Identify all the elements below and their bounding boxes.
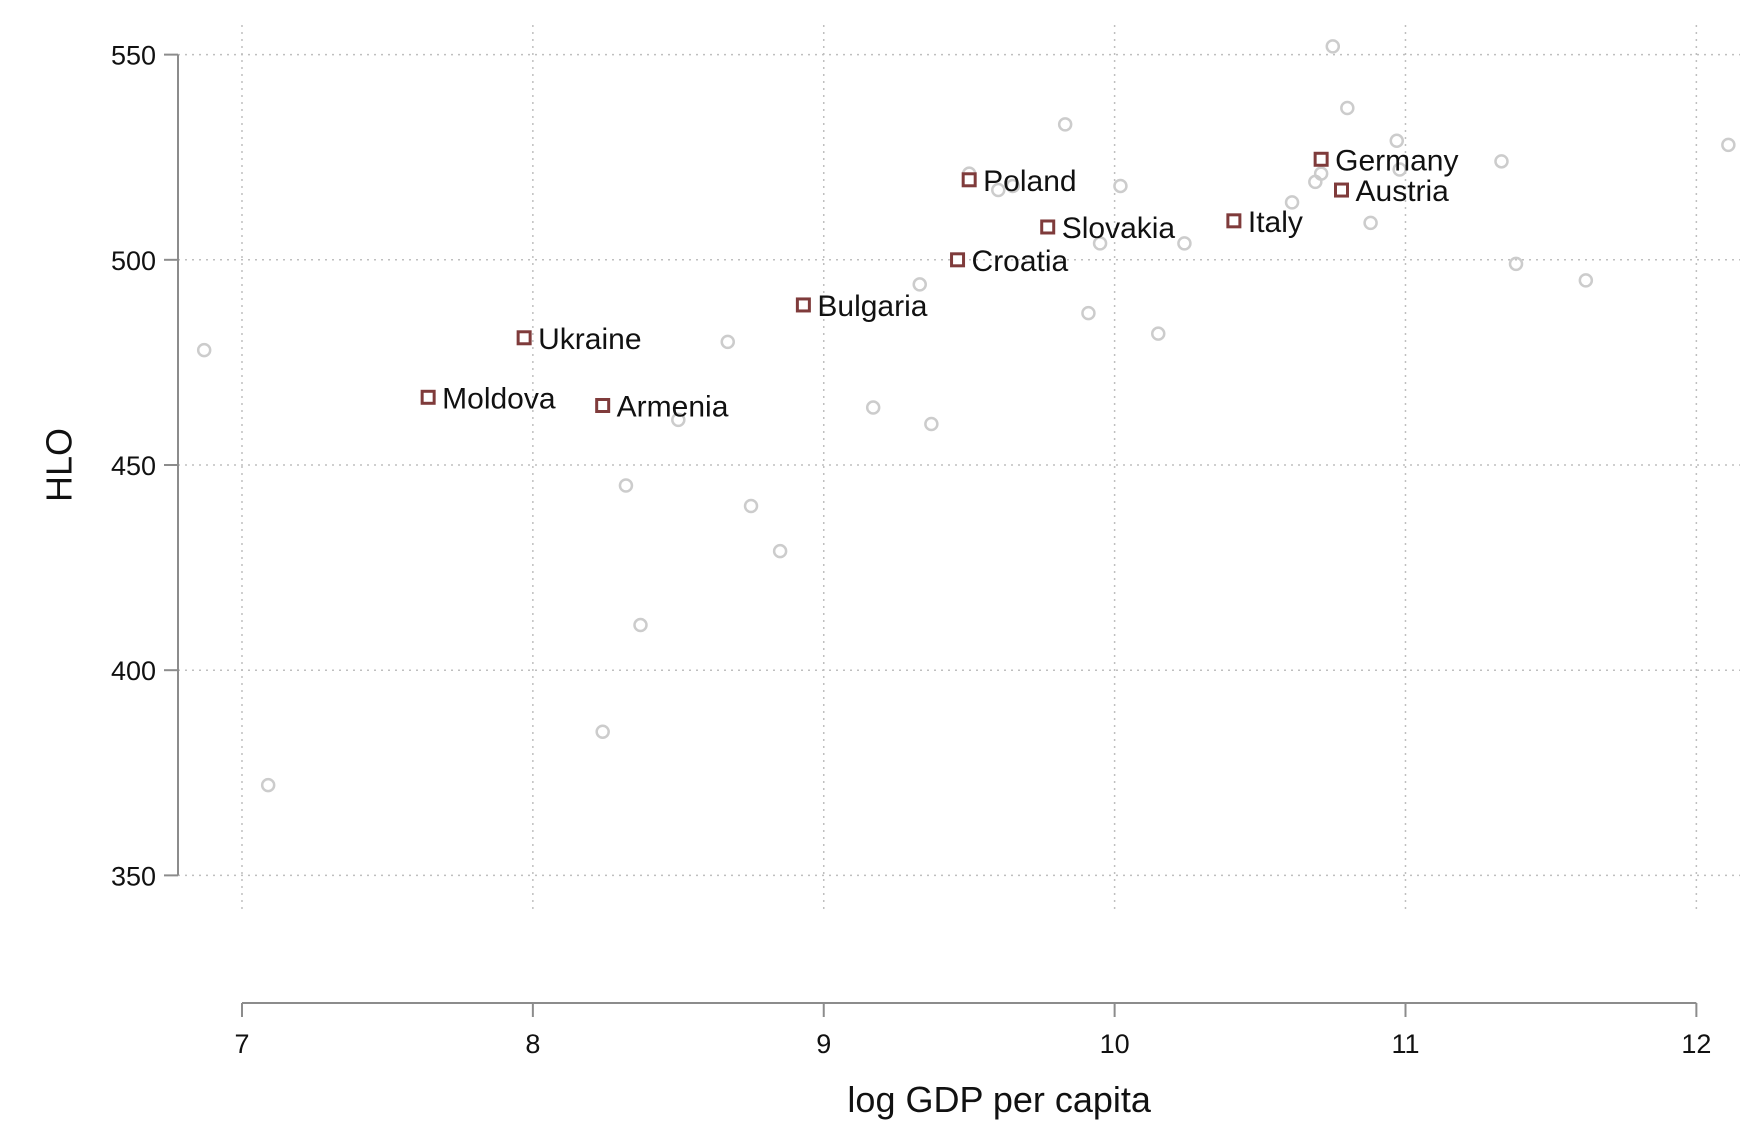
- point-label: Armenia: [617, 390, 729, 423]
- x-tick-label: 12: [1681, 1029, 1711, 1059]
- point-label: Ukraine: [538, 323, 641, 356]
- highlighted-point: [516, 330, 532, 346]
- data-point: [1005, 178, 1021, 194]
- highlighted-point: [961, 172, 977, 188]
- data-point: [1177, 236, 1192, 251]
- data-point: [1721, 137, 1736, 153]
- point-label: Germany: [1335, 144, 1458, 177]
- data-point: [865, 400, 881, 415]
- data-point: [1150, 326, 1166, 341]
- data-point: [1081, 305, 1096, 321]
- y-axis-ticks: 350 400 450 500 550: [111, 41, 178, 891]
- x-tick-label: 8: [525, 1029, 540, 1059]
- point-label: Italy: [1248, 206, 1303, 239]
- x-tick-label: 10: [1100, 1029, 1130, 1059]
- data-point: [1508, 256, 1524, 272]
- data-point: [671, 412, 686, 428]
- data-point: [618, 478, 634, 493]
- x-tick-label: 11: [1391, 1029, 1419, 1059]
- data-point: [633, 617, 648, 633]
- data-point: [196, 342, 212, 358]
- background-points: [196, 39, 1736, 793]
- data-point: [1494, 154, 1509, 169]
- highlighted-point: [1040, 219, 1056, 235]
- x-axis-title: log GDP per capita: [847, 1079, 1151, 1120]
- highlighted-point: [1313, 151, 1329, 167]
- highlighted-point: [950, 252, 966, 268]
- highlighted-point: [595, 397, 611, 413]
- highlighted-point: [795, 297, 811, 313]
- x-axis-ticks: 7 8 9 10 11 12: [234, 1003, 1711, 1059]
- y-tick-label: 550: [111, 41, 156, 71]
- point-label: Slovakia: [1062, 212, 1176, 245]
- point-label: Poland: [983, 165, 1076, 198]
- data-point: [1092, 236, 1108, 251]
- y-tick-label: 350: [111, 861, 156, 891]
- data-point: [743, 498, 759, 514]
- data-point: [1057, 117, 1073, 132]
- data-point: [1284, 195, 1300, 210]
- highlighted-point: [1226, 213, 1242, 229]
- data-point: [924, 416, 939, 432]
- data-point: [991, 182, 1006, 198]
- data-point: [772, 543, 788, 559]
- data-point: [595, 724, 610, 739]
- data-point: [1363, 215, 1378, 231]
- data-point: [1392, 162, 1407, 177]
- data-point: [1113, 178, 1128, 194]
- data-point: [1389, 133, 1405, 149]
- data-point: [720, 334, 736, 350]
- point-label: Austria: [1356, 175, 1450, 208]
- data-point: [1340, 100, 1355, 116]
- highlighted-point: [1334, 182, 1350, 198]
- data-point: [1313, 166, 1329, 181]
- highlighted-point: [420, 389, 436, 405]
- point-label: Bulgaria: [817, 290, 927, 323]
- data-point: [1325, 39, 1341, 54]
- y-tick-label: 400: [111, 656, 156, 686]
- point-label: Moldova: [442, 382, 556, 415]
- data-point: [1578, 273, 1594, 288]
- point-label: Croatia: [972, 245, 1069, 278]
- x-tick-label: 9: [816, 1029, 831, 1059]
- data-point: [912, 277, 927, 292]
- y-tick-label: 450: [111, 451, 156, 481]
- x-tick-label: 7: [234, 1029, 249, 1059]
- data-point: [260, 777, 276, 793]
- y-tick-label: 500: [111, 246, 156, 276]
- y-axis-title: HLO: [39, 428, 80, 502]
